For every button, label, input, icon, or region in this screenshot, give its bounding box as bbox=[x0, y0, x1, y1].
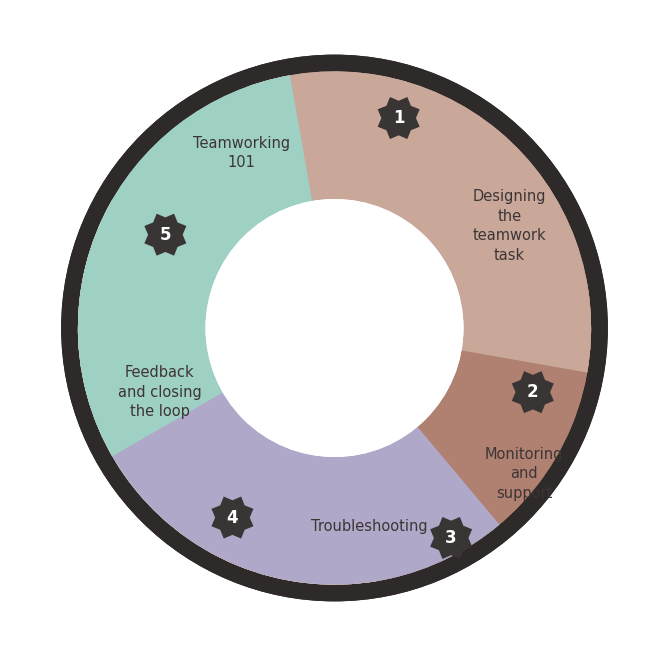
Circle shape bbox=[206, 199, 463, 457]
Circle shape bbox=[206, 199, 463, 457]
Polygon shape bbox=[145, 214, 187, 256]
Text: Troubleshooting: Troubleshooting bbox=[311, 519, 427, 534]
Polygon shape bbox=[377, 97, 419, 139]
Text: 1: 1 bbox=[393, 109, 404, 127]
Text: Monitoring
and
support: Monitoring and support bbox=[485, 447, 563, 501]
Wedge shape bbox=[78, 75, 320, 457]
Text: 4: 4 bbox=[227, 508, 238, 527]
Text: 3: 3 bbox=[446, 529, 457, 547]
Text: 2: 2 bbox=[527, 383, 539, 401]
Wedge shape bbox=[94, 357, 500, 584]
Wedge shape bbox=[206, 283, 591, 584]
Text: Feedback
and closing
the loop: Feedback and closing the loop bbox=[118, 365, 201, 419]
Circle shape bbox=[62, 55, 607, 601]
Wedge shape bbox=[78, 199, 379, 584]
Wedge shape bbox=[78, 75, 320, 457]
Wedge shape bbox=[247, 72, 591, 373]
Text: 5: 5 bbox=[160, 226, 171, 243]
Polygon shape bbox=[211, 497, 254, 539]
Text: Teamworking
101: Teamworking 101 bbox=[193, 136, 290, 171]
Wedge shape bbox=[247, 72, 591, 373]
Polygon shape bbox=[512, 371, 554, 413]
Text: Designing
the
teamwork
task: Designing the teamwork task bbox=[473, 189, 547, 263]
Circle shape bbox=[62, 55, 607, 601]
Wedge shape bbox=[78, 199, 379, 584]
Wedge shape bbox=[206, 283, 591, 584]
Wedge shape bbox=[94, 357, 500, 584]
Polygon shape bbox=[430, 517, 472, 559]
